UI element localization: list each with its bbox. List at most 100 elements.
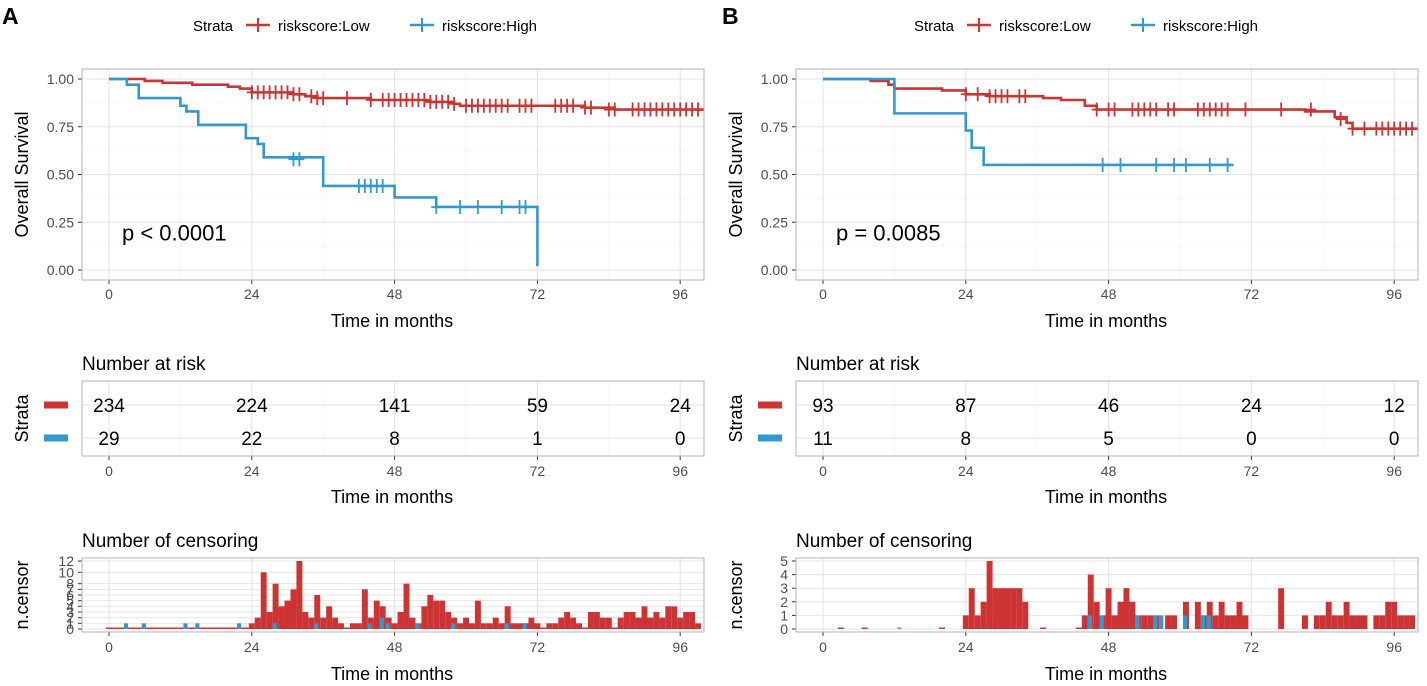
y-tick-label: 1 [780, 607, 788, 623]
strata-swatch-low [758, 401, 782, 409]
y-axis-title: Overall Survival [12, 111, 32, 237]
censor-mark [419, 93, 430, 108]
censor-bar-low [504, 606, 511, 629]
censor-bar-low [177, 627, 184, 629]
x-axis-title: Time in months [1045, 664, 1167, 684]
x-tick-label: 0 [105, 463, 113, 479]
censor-bar-low [1385, 601, 1392, 629]
y-tick-label: 0 [66, 621, 74, 637]
censor-bar-low [326, 606, 333, 629]
censor-bar-low [653, 612, 660, 629]
censor-bar-low [171, 627, 178, 629]
censor-mark [1204, 157, 1215, 172]
censor-bar-low [159, 627, 166, 629]
censor-mark [1091, 102, 1102, 117]
censor-bar-low [254, 617, 261, 629]
censor-bar-low [677, 617, 684, 629]
censor-bar-low [564, 612, 571, 629]
censor-bar-high [272, 623, 277, 629]
censor-bar-low [1361, 615, 1368, 629]
censor-bar-low [1242, 615, 1249, 629]
x-tick-label: 24 [244, 463, 260, 479]
y-tick-label: 5 [66, 593, 74, 609]
km-curve-high [109, 77, 539, 267]
km-curve-low [109, 77, 704, 111]
censor-bar-low [1165, 615, 1172, 629]
censor-bar-low [260, 572, 267, 629]
censor-bar-low [409, 617, 416, 629]
censor-bar-high [1159, 615, 1164, 629]
censor-bar-low [1313, 615, 1320, 629]
censor-bar-low [1403, 615, 1410, 629]
censor-mark [609, 102, 620, 117]
censor-bar-high [379, 617, 384, 629]
censor-bar-high [451, 623, 456, 629]
censor-mark [1169, 157, 1180, 172]
censor-bar-high [195, 623, 200, 629]
censor-bar-low [1224, 615, 1231, 629]
censor-mark [585, 100, 596, 115]
censor-bar-low [213, 627, 220, 629]
censor-bar-low [1022, 601, 1029, 629]
panel-a-label: A [2, 3, 19, 29]
km-plot-a: 0.00 0.25 0.50 0.75 1.00 0 24 48 72 96 p < 0.0001 T… [12, 68, 705, 331]
censor-mark [1169, 102, 1180, 117]
censor-bar-low [1087, 574, 1094, 629]
censor-mark [1151, 157, 1162, 172]
censor-bar-low [129, 627, 136, 629]
censor-mark [496, 199, 507, 214]
y-tick-label: 1 [66, 615, 74, 631]
legend-title: Strata [193, 18, 234, 35]
censor-bar-low [189, 627, 196, 629]
censor-bar-low [278, 606, 285, 629]
y-tick-label: 4 [66, 598, 74, 614]
x-tick-label: 96 [1386, 463, 1402, 479]
censor-bar-low [439, 600, 446, 629]
censor-mark [693, 102, 704, 117]
censor-bar-low [1373, 615, 1380, 629]
risk-count: 0 [1246, 429, 1257, 450]
censor-bar-low [974, 615, 981, 629]
censor-mark [1222, 157, 1233, 172]
censor-bar-low [510, 623, 517, 629]
km-plot-frame [81, 68, 705, 281]
censor-bar-low [397, 612, 404, 629]
x-tick-label: 48 [1101, 639, 1117, 655]
censor-bar-low [1117, 601, 1124, 629]
censor-bar-low [689, 612, 696, 629]
x-tick-label: 0 [105, 639, 113, 655]
censor-bar-low [939, 627, 945, 629]
censor-bar-low [1218, 601, 1225, 629]
censor-bar-low [1111, 615, 1118, 629]
censor-bar-high [236, 623, 242, 629]
risk-count: 8 [961, 429, 972, 450]
km-plot-b: 0.00 0.25 0.50 0.75 1.00 0 24 48 72 96 p = 0.0085 T… [726, 68, 1419, 331]
censor-mark [1305, 102, 1316, 117]
risk-table-frame [795, 380, 1419, 457]
censor-mark [455, 199, 466, 214]
censor-bar-low [1212, 615, 1219, 629]
censor-mark [1347, 121, 1358, 136]
censor-bar-low [1331, 615, 1338, 629]
y-tick-label: 4 [780, 567, 788, 583]
y-tick-label: 0.25 [47, 214, 74, 230]
y-tick-label: 0.50 [761, 167, 788, 183]
risk-table-a: Number at risk 0 24 48 72 96 234 224 141 59 24 29 22… [12, 354, 705, 507]
x-tick-label: 96 [672, 463, 688, 479]
x-axis-title: Time in months [331, 311, 453, 331]
censor-bar-low [147, 627, 154, 629]
censor-bar-low [165, 627, 172, 629]
censor-bar-low [111, 627, 118, 629]
censor-mark [294, 152, 305, 167]
censor-bar-low [1236, 601, 1243, 629]
censor-bar-high [1200, 615, 1205, 629]
censor-bar-low [1010, 588, 1017, 629]
censor-bar-low [1391, 601, 1398, 629]
legend-high-label: riskscore:High [1163, 18, 1258, 35]
censor-bar-low [474, 600, 481, 629]
censor-bar-low [1319, 615, 1326, 629]
censor-bar-low [463, 617, 469, 629]
censor-bar-low [314, 595, 321, 629]
